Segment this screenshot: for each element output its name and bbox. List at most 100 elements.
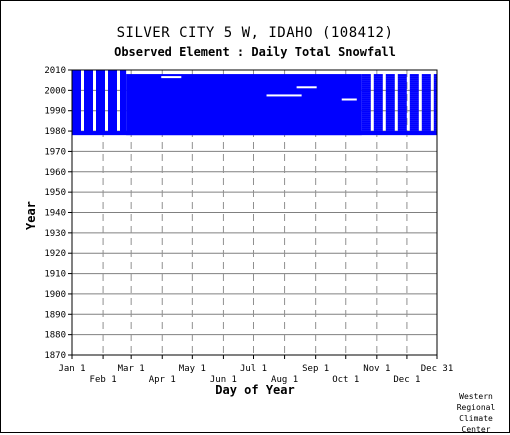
snowfall-mark <box>361 92 371 95</box>
missing-data-gap <box>266 94 302 97</box>
snowfall-mark <box>120 104 127 106</box>
snowfall-mark <box>84 128 93 130</box>
missing-data-gap <box>296 86 317 89</box>
x-tick-label: May 1 <box>179 364 206 374</box>
snowfall-mark <box>96 110 105 112</box>
snowfall-mark <box>397 92 407 95</box>
snowfall-mark <box>397 114 407 117</box>
snowfall-mark <box>433 112 437 115</box>
y-tick-label: 1870 <box>44 351 66 361</box>
snowfall-mark <box>385 90 395 93</box>
y-tick-label: 1990 <box>44 107 66 117</box>
snowfall-mark <box>108 96 117 98</box>
snowfall-mark <box>120 86 127 88</box>
snowfall-mark <box>409 94 419 97</box>
snowfall-mark <box>361 114 371 117</box>
snowfall-mark <box>96 112 105 114</box>
snowfall-mark <box>108 76 117 78</box>
snowfall-mark <box>385 104 395 107</box>
snowfall-mark <box>120 120 127 122</box>
snowfall-mark <box>409 120 419 123</box>
snowfall-mark <box>120 94 127 96</box>
x-tick-label: Jan 1 <box>58 364 85 374</box>
snowfall-mark <box>96 124 105 126</box>
snowfall-mark <box>385 116 395 119</box>
snowfall-mark <box>361 74 371 77</box>
snowfall-mark <box>433 88 437 91</box>
snowfall-mark <box>361 96 371 99</box>
snowfall-mark <box>421 112 431 115</box>
snowfall-mark <box>433 130 437 133</box>
snowfall-mark <box>361 88 371 91</box>
snowfall-mark <box>72 96 81 98</box>
snowfall-mark <box>96 92 105 94</box>
snowfall-mark <box>72 80 81 82</box>
snowfall-mark <box>421 108 431 111</box>
snowfall-mark <box>361 120 371 123</box>
snowfall-mark <box>108 128 117 130</box>
snowfall-mark <box>96 122 105 124</box>
snowfall-mark <box>385 124 395 127</box>
snowfall-mark <box>108 86 117 88</box>
snowfall-mark <box>361 80 371 83</box>
snowfall-mark <box>397 84 407 87</box>
snowfall-mark <box>96 88 105 90</box>
snowfall-mark <box>96 78 105 80</box>
snowfall-mark <box>433 76 437 79</box>
snowfall-mark <box>397 106 407 109</box>
snowfall-mark <box>421 114 431 117</box>
snowfall-mark <box>72 84 81 86</box>
x-tick-label: Dec 31 <box>421 364 454 374</box>
snowfall-mark <box>373 120 383 123</box>
snowfall-mark <box>84 126 93 128</box>
snowfall-mark <box>361 82 371 85</box>
snowfall-mark <box>108 94 117 96</box>
snowfall-mark <box>361 94 371 97</box>
snowfall-mark <box>96 86 105 88</box>
snowfall-mark <box>397 88 407 91</box>
snowfall-mark <box>421 116 431 119</box>
snowfall-mark <box>409 108 419 111</box>
snowfall-mark <box>120 126 127 128</box>
y-tick-label: 1910 <box>44 270 66 280</box>
snowfall-mark <box>72 106 81 108</box>
snowfall-mark <box>409 88 419 91</box>
y-tick-label: 1940 <box>44 209 66 219</box>
snowfall-mark <box>433 106 437 109</box>
snowfall-mark <box>120 92 127 94</box>
snowfall-mark <box>433 116 437 119</box>
snowfall-mark <box>72 126 81 128</box>
snowfall-mark <box>96 118 105 120</box>
snowfall-mark <box>397 82 407 85</box>
snowfall-mark <box>385 122 395 125</box>
snowfall-mark <box>373 86 383 89</box>
snowfall-mark <box>433 104 437 107</box>
snowfall-mark <box>84 72 93 74</box>
snowfall-mark <box>96 84 105 86</box>
missing-data-gap <box>341 98 357 101</box>
snowfall-mark <box>84 82 93 84</box>
snowfall-mark <box>361 124 371 127</box>
snowfall-mark <box>397 78 407 81</box>
snowfall-mark <box>72 104 81 106</box>
snowfall-mark <box>373 114 383 117</box>
snowfall-mark <box>108 104 117 106</box>
snowfall-mark <box>421 118 431 121</box>
snowfall-mark <box>72 114 81 116</box>
snowfall-mark <box>361 104 371 107</box>
y-tick-label: 1890 <box>44 310 66 320</box>
snowfall-mark <box>361 122 371 125</box>
snowfall-mark <box>385 94 395 97</box>
y-tick-label: 1960 <box>44 168 66 178</box>
snowfall-mark <box>72 130 81 132</box>
snowfall-mark <box>421 96 431 99</box>
snowfall-mark <box>409 80 419 83</box>
x-tick-label: Jun 1 <box>210 375 237 385</box>
snowfall-mark <box>373 130 383 133</box>
snowfall-mark <box>96 128 105 130</box>
snowfall-mark <box>72 74 81 76</box>
snowfall-streaks <box>361 74 437 133</box>
snowfall-mark <box>385 128 395 131</box>
snowfall-mark <box>409 78 419 81</box>
